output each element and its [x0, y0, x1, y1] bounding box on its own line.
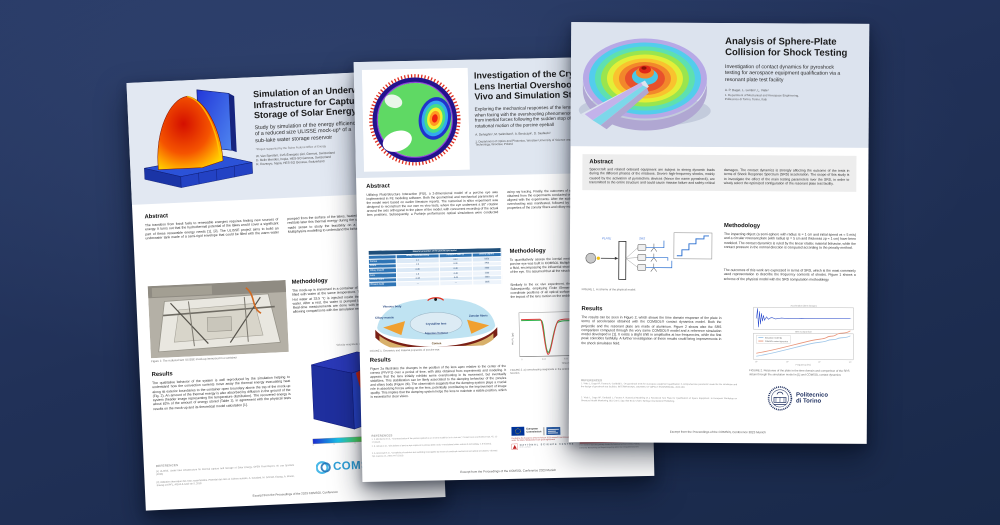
right-poster-title: Analysis of Sphere-Plate Collision for S…: [725, 36, 848, 60]
right-chart2-legend2: COMSOL contact dynamics: [765, 340, 788, 343]
left-figure2-title: Velocity magnitude (m/s): [336, 341, 365, 346]
middle-table-materials: Material properties of the porcine eye m…: [368, 247, 503, 288]
ncn-note: This research was also partially funded …: [579, 441, 640, 450]
eye-label-ciliary: Ciliary muscle: [375, 315, 394, 319]
left-methodology-heading: Methodology: [291, 278, 328, 286]
right-results-text: The results can be seen in Figure 2, whi…: [581, 315, 722, 345]
divider: [543, 426, 544, 435]
left-reference-2: [2] Utilisation thermique des eaux super…: [156, 474, 295, 488]
svg-text:0: 0: [521, 359, 523, 361]
svg-text:0.04: 0.04: [542, 359, 547, 361]
ncn-logo-icon: [511, 444, 518, 451]
comsol-logo: COMSOL: [315, 458, 386, 475]
eu-commission-text: European Commission: [526, 426, 542, 434]
right-chart2-title: SRS Comparison: [795, 330, 813, 333]
svg-text:10¹: 10¹: [755, 360, 758, 363]
right-figure1-caption: FIGURE 1. A scheme of the physical model…: [581, 287, 637, 292]
right-abstract-box: Abstract Spacecraft and related onboard …: [582, 154, 857, 193]
left-poster-footer: Excerpt from the Proceedings of the 2023…: [252, 489, 339, 498]
eye-label-zonular: Zonular fibers: [469, 313, 488, 317]
middle-poster-footer: Excerpt from the Proceedings of the COMS…: [460, 467, 557, 474]
right-references-heading: REFERENCES: [581, 378, 603, 383]
middle-reference-3: 3. A. Boszczyk et al., "Complexity of ev…: [371, 450, 498, 458]
middle-methodology-heading: Methodology: [509, 248, 546, 255]
right-chart1-title: Acceleration (time domain): [791, 304, 817, 307]
eye-label-aqueous: Aqueous humour: [425, 331, 449, 336]
middle-references-heading: REFERENCES: [371, 433, 393, 438]
right-methodology-heading: Methodology: [724, 223, 761, 230]
middle-figure1-eye-diagram: Vitreous body Ciliary muscle Crystalline…: [368, 295, 504, 348]
eu-commission-logo: European Commission: [511, 424, 649, 436]
right-methodology-p1: The impacting object (a semi-sphere with…: [723, 232, 857, 250]
middle-results-text: Figure 2a illustrates the changes in the…: [370, 363, 507, 399]
svg-text:0.08: 0.08: [564, 358, 569, 360]
eu-flag-icon: [511, 426, 525, 436]
left-references-heading: REFERENCES: [155, 463, 179, 469]
right-chart2-xlabel: Frequency (Hz): [796, 363, 811, 366]
politecnico-seal-icon: [767, 386, 793, 411]
poster-sphere-plate-collision: Analysis of Sphere-Plate Collision for S…: [568, 22, 870, 444]
svg-text:10²: 10²: [786, 360, 789, 363]
comsol-logo-icon: [315, 461, 331, 474]
right-results-heading: Results: [581, 306, 603, 313]
eye-label-lens: Crystalline lens: [426, 321, 447, 325]
poster-lens-overshooting: Investigation of the Crystalline Lens In…: [353, 55, 655, 483]
left-results-text: The qualitative behavior of the system i…: [151, 374, 292, 411]
left-abstract-heading: Abstract: [144, 213, 169, 221]
right-poster-authors: A. P. Daga¹, L. Lentini¹, L. Viale¹: [724, 88, 769, 93]
ncn-sub: POLAND: [519, 446, 532, 450]
left-figure1-photo: [147, 280, 289, 359]
right-abstract-heading: Abstract: [589, 159, 613, 166]
svg-text:10⁴: 10⁴: [849, 362, 852, 364]
middle-figure1-caption: FIGURE 1. Geometric and material propert…: [369, 348, 441, 353]
left-poster-hero-simulation-image: [144, 89, 253, 188]
right-poster-subtitle: Investigation of contact dynamics for py…: [724, 63, 841, 84]
politecnico-torino-logo: Politecnico di Torino: [767, 385, 828, 411]
middle-abstract-heading: Abstract: [366, 183, 390, 190]
middle-reference-2: 2. K. Wanat et al., "Simulations of porc…: [371, 443, 492, 448]
right-figure2-charts: Acceleration (time domain) SRS Compariso…: [753, 304, 854, 367]
right-figure1-scheme: PLATE SRS: [585, 232, 713, 280]
right-poster-hero-disk-image: [570, 22, 722, 148]
poster-underwater-energy: Simulation of an Underwater Infrastructu…: [126, 69, 446, 511]
middle-funding-block: European Commission Funded by the Europe…: [511, 424, 649, 451]
middle-poster-hero-eye-image: [361, 67, 470, 172]
eye-label-vitreous: Vitreous body: [383, 304, 402, 308]
right-chart2-xticks: 10¹ 10² 10³ 10⁴: [755, 360, 852, 364]
right-reference-1: 1. Viale L, Daga AP, Fasana A, Garibaldi…: [581, 383, 738, 389]
middle-results-heading: Results: [369, 357, 391, 364]
scheme-label-srs: SRS: [639, 237, 645, 241]
right-reference-2: 2. Viale L, Daga AP, Garibaldi L, Fasana…: [580, 397, 737, 403]
svg-text:10³: 10³: [818, 361, 821, 364]
left-results-heading: Results: [151, 371, 173, 379]
right-methodology-p2: The outcomes of this work are expressed …: [723, 268, 856, 282]
right-poster-footer: Excerpt from the Proceedings of the COMS…: [669, 429, 766, 435]
right-chart2-legend1: Simulation model [1]: [765, 336, 783, 339]
ncn-logo-row: NATIONAL SCIENCE CENTRE POLAND This rese…: [511, 441, 650, 451]
right-abstract-text: Spacecraft and related onboard equipment…: [589, 167, 850, 186]
politecnico-text-line2: di Torino: [795, 398, 822, 405]
right-poster-title-block: Analysis of Sphere-Plate Collision for S…: [725, 36, 861, 103]
middle-chart-xlabel: Time (s): [562, 362, 571, 365]
scheme-label-plate: PLATE: [602, 236, 612, 240]
middle-chart-ylabel: PIV-P1 (px): [511, 332, 514, 344]
horizon-box-icon: [545, 426, 560, 435]
eye-label-cornea: Cornea: [432, 341, 442, 345]
right-poster-affiliation: 1. Department of Mechanical and Aerospac…: [724, 93, 799, 102]
right-figure2-caption: FIGURE 2. Response of the plate in the t…: [749, 368, 850, 377]
